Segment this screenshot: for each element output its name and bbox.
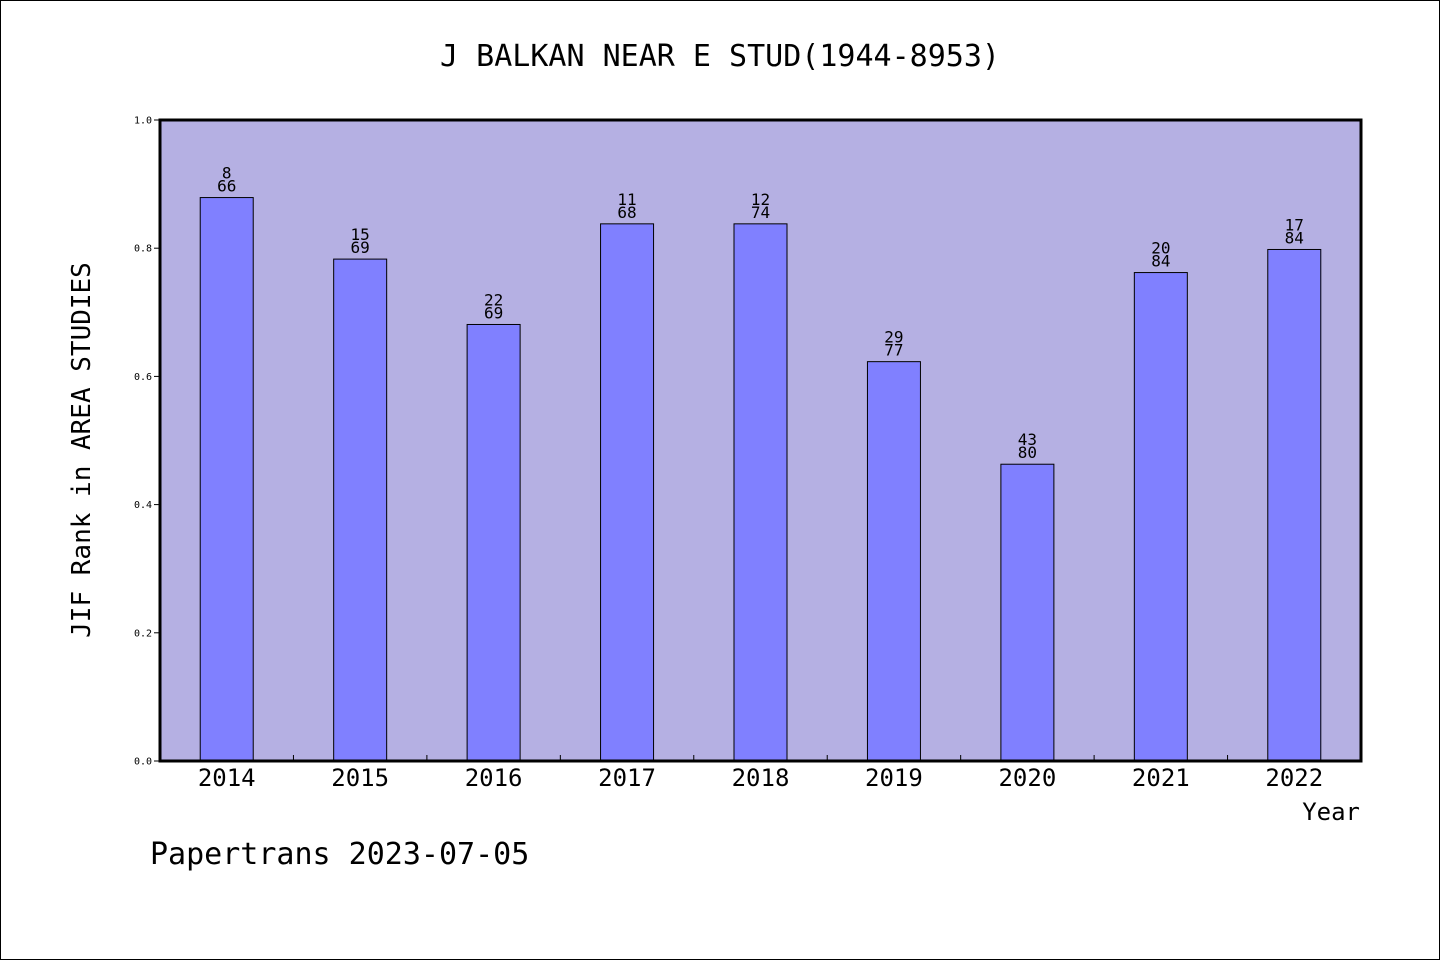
y-axis-label: JIF Rank in AREA STUDIES	[67, 262, 97, 638]
bar	[600, 223, 655, 762]
bar-rank-label: 17	[1285, 215, 1304, 234]
bar-total-label: 84	[1151, 252, 1170, 271]
bar-total-label: 66	[217, 177, 236, 196]
x-category-label: 2022	[1265, 764, 1323, 792]
bar	[1267, 248, 1322, 762]
x-axis-label: Year	[1302, 798, 1360, 826]
bar	[333, 258, 388, 762]
y-tick-label: 1.0	[134, 116, 152, 127]
bar	[199, 197, 254, 762]
y-tick-label: 0.8	[134, 244, 152, 255]
x-category-label: 2021	[1132, 764, 1190, 792]
chart-title: J BALKAN NEAR E STUD(1944-8953)	[440, 39, 1000, 74]
bar-rank-label: 29	[884, 328, 903, 347]
y-tick-label: 0.2	[134, 628, 152, 639]
y-tick-label: 0.0	[134, 757, 152, 768]
x-category-label: 2016	[465, 764, 523, 792]
bar	[1133, 272, 1188, 762]
bar-rank-label: 15	[351, 225, 370, 244]
y-tick-label: 0.6	[134, 372, 152, 383]
y-tick-label: 0.4	[134, 500, 152, 511]
y-axis: 0.0 0.2 0.4 0.6 0.8 1.0	[134, 116, 160, 768]
bar-total-label: 74	[751, 203, 770, 222]
bar-total-label: 84	[1285, 228, 1304, 247]
bar-rank-label: 8	[222, 164, 232, 183]
bar	[466, 323, 521, 762]
bar-rank-label: 12	[751, 190, 770, 209]
bar-rank-label: 20	[1151, 239, 1170, 258]
bar-total-label: 68	[617, 203, 636, 222]
bar-rank-label: 43	[1018, 430, 1037, 449]
x-axis: 2014 2015 2016 2017 2018 2019 2020 2021 2022	[198, 755, 1323, 792]
x-category-label: 2015	[331, 764, 389, 792]
x-category-label: 2017	[598, 764, 656, 792]
plot-border	[158, 118, 1363, 763]
bar-total-label: 80	[1018, 443, 1037, 462]
bar-total-label: 69	[351, 238, 370, 257]
footer-credit: Papertrans 2023-07-05	[150, 837, 529, 872]
bar-total-label: 69	[484, 303, 503, 322]
x-category-label: 2019	[865, 764, 923, 792]
bar-rank-label: 11	[617, 190, 636, 209]
bar	[866, 361, 921, 762]
bar-series	[199, 197, 1322, 762]
bar	[1000, 463, 1055, 762]
bar-total-label: 77	[884, 341, 903, 360]
x-category-label: 2020	[998, 764, 1056, 792]
x-category-label: 2014	[198, 764, 256, 792]
bar-rank-label: 22	[484, 290, 503, 309]
bar	[733, 223, 788, 762]
x-category-label: 2018	[732, 764, 790, 792]
